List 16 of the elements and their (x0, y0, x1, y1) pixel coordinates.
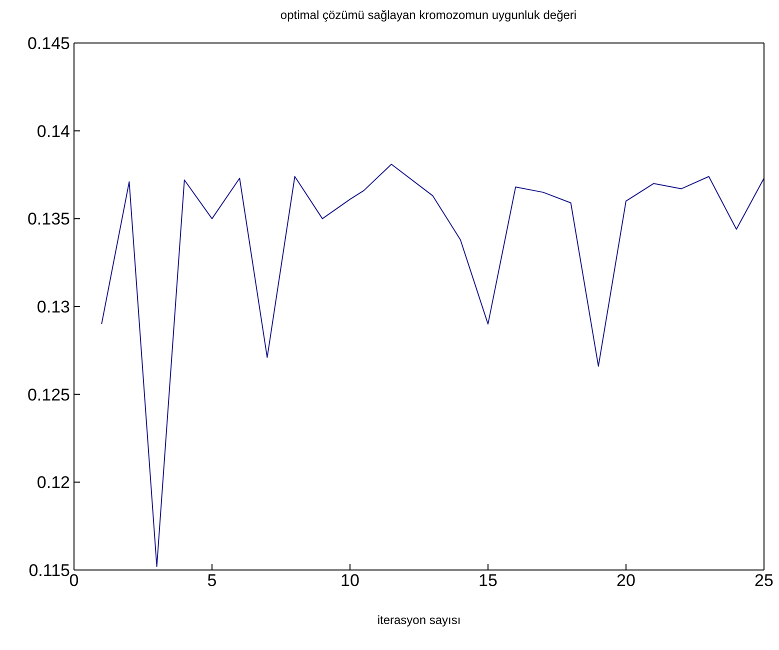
y-tick-label: 0.12 (36, 473, 70, 492)
y-tick-label: 0.14 (36, 122, 70, 141)
y-tick-label: 0.115 (28, 561, 70, 580)
line-series (101, 164, 764, 567)
x-tick-label: 10 (340, 571, 360, 590)
x-tick-label: 5 (207, 571, 217, 590)
y-tick-label: 0.125 (27, 385, 70, 404)
y-tick-label: 0.135 (27, 210, 70, 229)
y-tick-label: 0.13 (36, 298, 70, 317)
x-tick-label: 0 (69, 571, 79, 590)
x-tick-label: 25 (754, 571, 774, 590)
chart-title: optimal çözümü sağlayan kromozomun uygunluk değeri (279, 8, 578, 24)
x-tick-label: 15 (478, 571, 498, 590)
x-tick-label: 20 (616, 571, 636, 590)
y-tick-label: 0.145 (27, 34, 70, 54)
x-axis-title: iterasyon sayısı (377, 613, 461, 627)
